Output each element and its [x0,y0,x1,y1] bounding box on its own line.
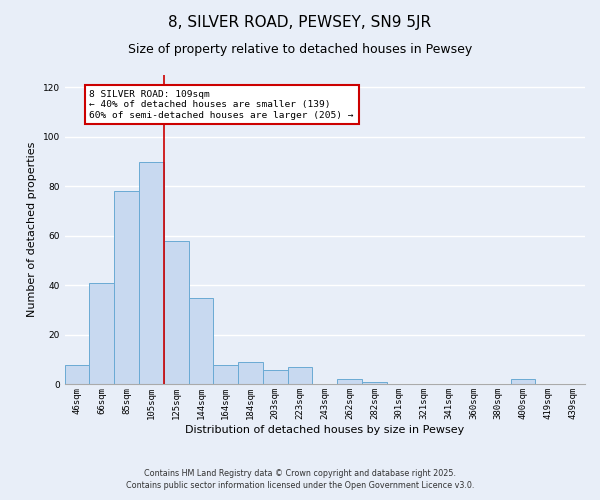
Bar [511,380,535,384]
X-axis label: Distribution of detached houses by size in Pewsey: Distribution of detached houses by size … [185,425,464,435]
Text: Contains HM Land Registry data © Crown copyright and database right 2025.: Contains HM Land Registry data © Crown c… [144,468,456,477]
Bar [89,283,114,384]
Bar [214,364,238,384]
Bar [238,362,263,384]
Text: Size of property relative to detached houses in Pewsey: Size of property relative to detached ho… [128,42,472,56]
Text: 8 SILVER ROAD: 109sqm
← 40% of detached houses are smaller (139)
60% of semi-det: 8 SILVER ROAD: 109sqm ← 40% of detached … [89,90,354,120]
Bar [337,380,362,384]
Bar [287,367,313,384]
Y-axis label: Number of detached properties: Number of detached properties [27,142,37,318]
Bar [263,370,287,384]
Text: Contains public sector information licensed under the Open Government Licence v3: Contains public sector information licen… [126,481,474,490]
Bar [164,241,188,384]
Bar [188,298,214,384]
Text: 8, SILVER ROAD, PEWSEY, SN9 5JR: 8, SILVER ROAD, PEWSEY, SN9 5JR [169,15,431,30]
Bar [114,192,139,384]
Bar [65,364,89,384]
Bar [139,162,164,384]
Bar [362,382,387,384]
